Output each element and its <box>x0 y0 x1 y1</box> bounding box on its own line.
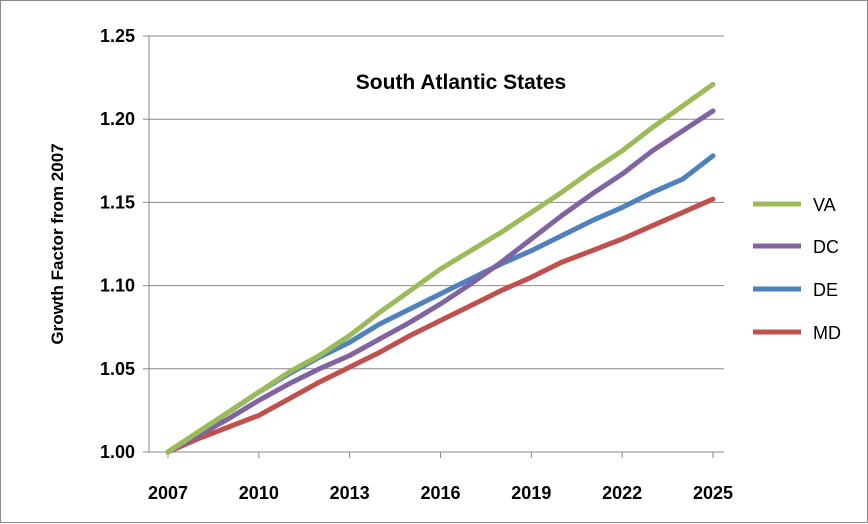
x-tick-label: 2016 <box>420 483 460 503</box>
chart-title: South Atlantic States <box>356 71 566 94</box>
series-line-md <box>165 196 716 455</box>
y-tick-label: 1.20 <box>100 109 135 129</box>
legend: VA DC DE MD <box>753 195 841 343</box>
legend-label-md: MD <box>813 323 841 343</box>
y-tick-label: 1.00 <box>100 442 135 462</box>
y-tick-label: 1.10 <box>100 276 135 296</box>
y-tick-label: 1.15 <box>100 192 135 212</box>
x-tick-label: 2025 <box>693 483 733 503</box>
legend-label-de: DE <box>813 280 838 300</box>
y-tick-label: 1.25 <box>100 26 135 46</box>
legend-label-dc: DC <box>813 237 839 257</box>
series-line-dc <box>165 108 716 455</box>
x-tick-label: 2010 <box>239 483 279 503</box>
y-tick-labels: 1.00 1.05 1.10 1.15 1.20 1.25 <box>100 26 135 462</box>
series-line-va <box>165 81 716 455</box>
x-tick-label: 2007 <box>148 483 188 503</box>
x-tick-label: 2022 <box>602 483 642 503</box>
x-tick-labels: 2007 2010 2013 2016 2019 2022 2025 <box>148 483 733 503</box>
axes <box>143 35 724 458</box>
series-lines <box>165 81 716 455</box>
y-tick-label: 1.05 <box>100 359 135 379</box>
x-tick-label: 2019 <box>511 483 551 503</box>
x-tick-label: 2013 <box>330 483 370 503</box>
y-axis-label: Growth Factor from 2007 <box>48 143 67 344</box>
gridlines <box>149 35 724 370</box>
legend-label-va: VA <box>813 195 836 215</box>
